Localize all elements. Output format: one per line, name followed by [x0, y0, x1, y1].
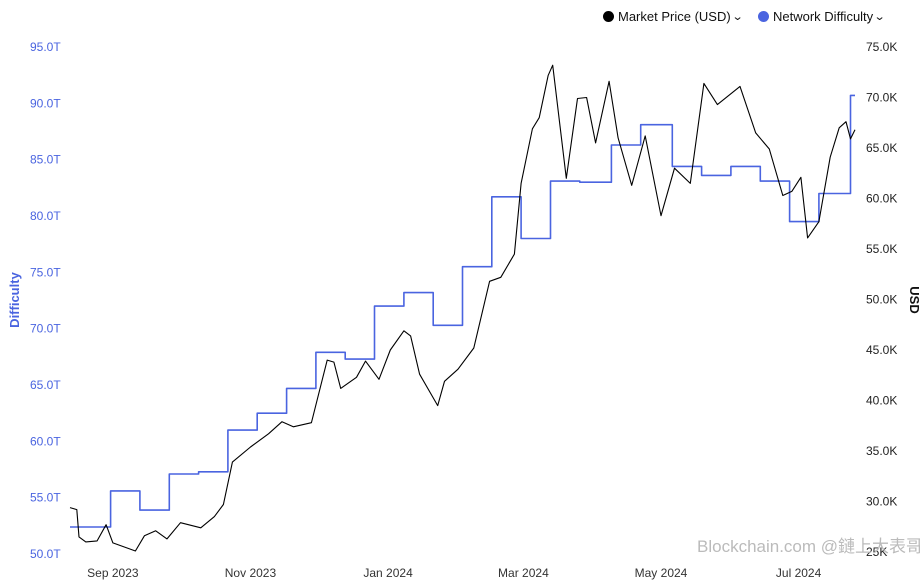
right-tick-label: 60.0K — [866, 192, 897, 206]
price-line — [69, 64, 856, 552]
left-tick-label: 95.0T — [30, 40, 61, 54]
chevron-down-icon: ⌄ — [731, 10, 744, 23]
left-tick-label: 75.0T — [30, 265, 61, 279]
difficulty-line — [70, 94, 855, 528]
difficulty-swatch-icon — [758, 10, 769, 22]
right-tick-label: 55.0K — [866, 242, 897, 256]
price-swatch-icon — [603, 10, 614, 22]
x-tick-label: Nov 2023 — [225, 566, 277, 580]
right-tick-label: 65.0K — [866, 141, 897, 155]
x-tick-label: Mar 2024 — [498, 566, 549, 580]
left-tick-label: 85.0T — [30, 153, 61, 167]
chevron-down-icon: ⌄ — [873, 10, 886, 23]
legend-price[interactable]: Market Price (USD) ⌄ — [603, 7, 744, 25]
right-tick-label: 50.0K — [866, 293, 897, 307]
x-tick-label: Jul 2024 — [776, 566, 822, 580]
x-tick-label: Jan 2024 — [363, 566, 413, 580]
left-tick-label: 80.0T — [30, 209, 61, 223]
left-tick-label: 65.0T — [30, 378, 61, 392]
right-tick-label: 30.0K — [866, 495, 897, 509]
x-tick-label: May 2024 — [635, 566, 688, 580]
legend-difficulty-label: Network Difficulty — [773, 8, 874, 24]
left-axis-title: Difficulty — [7, 271, 22, 327]
left-tick-label: 60.0T — [30, 434, 61, 448]
series-group — [69, 64, 856, 552]
left-tick-label: 55.0T — [30, 491, 61, 505]
right-tick-label: 75.0K — [866, 40, 897, 54]
right-tick-label: 35.0K — [866, 444, 897, 458]
right-tick-label: 25K — [866, 545, 887, 559]
right-tick-label: 40.0K — [866, 394, 897, 408]
x-axis: Sep 2023 Nov 2023 Jan 2024 Mar 2024 May 2024… — [87, 566, 821, 580]
left-tick-label: 90.0T — [30, 96, 61, 110]
left-axis: 50.0T 55.0T 60.0T 65.0T 70.0T 75.0T 80.0T 85.0T… — [7, 40, 61, 561]
right-tick-label: 70.0K — [866, 91, 897, 105]
x-tick-label: Sep 2023 — [87, 566, 139, 580]
legend-price-label: Market Price (USD) — [618, 8, 731, 24]
legend-difficulty[interactable]: Network Difficulty ⌄ — [758, 7, 886, 25]
right-tick-label: 45.0K — [866, 343, 897, 357]
left-tick-label: 50.0T — [30, 547, 61, 561]
watermark: Blockchain.com @鏈上大表哥 — [697, 537, 920, 556]
right-axis-title: USD — [907, 286, 920, 313]
right-axis: 25K 30.0K 35.0K 40.0K 45.0K 50.0K 55.0K 60.0K 65… — [866, 40, 920, 559]
left-tick-label: 70.0T — [30, 322, 61, 336]
